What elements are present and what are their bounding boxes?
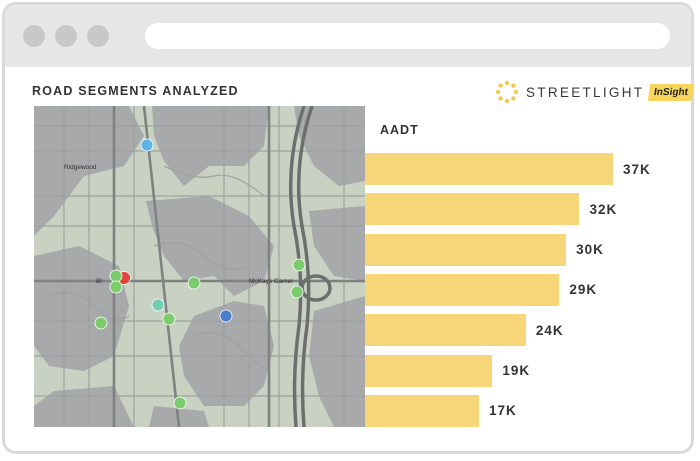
marker-green[interactable] — [109, 269, 123, 283]
bar — [365, 314, 526, 347]
bar — [365, 193, 580, 226]
bar-row: 29K — [365, 273, 598, 306]
highway — [288, 106, 332, 427]
bar-value-label: 32K — [589, 201, 618, 217]
bar-value-label: 17K — [488, 403, 517, 419]
road-segment-markers — [94, 138, 306, 410]
window-close-dot[interactable] — [23, 25, 45, 47]
window-maximize-dot[interactable] — [87, 25, 109, 47]
address-bar[interactable] — [145, 23, 670, 49]
marker-green[interactable] — [94, 316, 108, 330]
road-map[interactable]: Ridgewood Bl in McKays Camel — [34, 106, 365, 427]
chart-title: AADT — [380, 123, 419, 137]
sun-burst-logo-icon — [495, 80, 519, 104]
brand-name: STREETLIGHT — [526, 84, 645, 100]
bar-row: 30K — [365, 233, 604, 266]
brand: STREETLIGHT InSight — [495, 80, 695, 104]
map-label-west: Bl — [96, 278, 102, 285]
marker-green[interactable] — [290, 285, 304, 299]
marker-blue-light[interactable] — [140, 138, 154, 152]
map-label-mckays: McKays Camel — [249, 278, 293, 285]
bar — [365, 273, 560, 306]
minor-roads — [34, 106, 365, 427]
window-minimize-dot[interactable] — [55, 25, 77, 47]
bar — [365, 354, 493, 387]
section-title: ROAD SEGMENTS ANALYZED — [32, 84, 239, 98]
marker-green[interactable] — [292, 258, 306, 272]
marker-green[interactable] — [162, 312, 176, 326]
bar-value-label: 29K — [569, 282, 598, 298]
bar-row: 37K — [365, 153, 651, 185]
marker-blue[interactable] — [219, 309, 233, 323]
marker-teal[interactable] — [151, 298, 165, 312]
bar-value-label: 37K — [623, 161, 651, 177]
bar-row: 17K — [365, 394, 517, 427]
bar-row: 24K — [365, 314, 564, 347]
map-canvas: Ridgewood Bl in McKays Camel — [34, 106, 365, 427]
bar-value-label: 24K — [535, 322, 564, 338]
bar — [365, 153, 613, 185]
bar — [365, 233, 567, 266]
map-label-ridgewood: Ridgewood — [64, 164, 97, 171]
marker-green[interactable] — [109, 280, 123, 294]
browser-titlebar — [5, 5, 691, 67]
aadt-bar-chart: 37K 32K 30K 29K 24K 19K 17K — [365, 145, 685, 430]
bar-row: 19K — [365, 354, 531, 387]
marker-green[interactable] — [173, 396, 187, 410]
bar — [365, 394, 479, 427]
marker-green[interactable] — [187, 276, 201, 290]
urban-areas — [34, 106, 365, 427]
brand-badge: InSight — [648, 83, 695, 101]
bar-row: 32K — [365, 193, 618, 226]
bar-value-label: 30K — [576, 242, 604, 258]
bar-value-label: 19K — [502, 363, 531, 378]
